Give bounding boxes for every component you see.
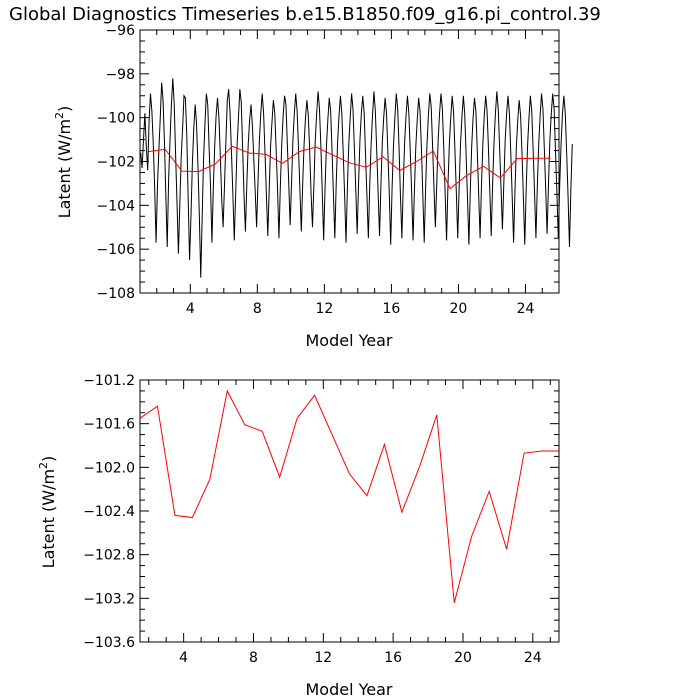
bottom-y-axis-label-sup: 2 bbox=[37, 462, 50, 469]
top-panel: Latent (W/m2) Model Year 4 8 12 16 20 24 −108 −… bbox=[53, 23, 573, 350]
top-x-tick-label: 4 bbox=[186, 301, 195, 317]
bottom-x-tick-label: 16 bbox=[384, 650, 402, 666]
chart-title: Global Diagnostics Timeseries b.e15.B185… bbox=[9, 4, 601, 25]
top-x-axis-label: Model Year bbox=[306, 331, 393, 350]
top-y-tick-label: −102 bbox=[97, 155, 135, 171]
bottom-y-tick-label: −103.6 bbox=[83, 635, 135, 651]
bottom-plot-frame bbox=[139, 379, 560, 643]
bottom-y-tick-label: −101.2 bbox=[83, 373, 135, 389]
top-y-tick-label: −96 bbox=[105, 23, 135, 39]
top-x-tick-label: 8 bbox=[253, 301, 262, 317]
top-y-tick-label: −100 bbox=[97, 111, 135, 127]
bottom-x-tick-label: 24 bbox=[524, 650, 542, 666]
top-y-tick-label: −104 bbox=[97, 198, 136, 214]
top-y-tick-label: −106 bbox=[97, 242, 136, 258]
top-series-annual-line bbox=[148, 145, 551, 190]
top-series-monthly-line bbox=[140, 78, 573, 278]
top-y-axis-label-main: Latent (W/m bbox=[55, 119, 74, 218]
top-y-axis-label-sup: 2 bbox=[53, 112, 66, 119]
top-x-tick-label: 24 bbox=[517, 301, 535, 317]
bottom-x-tick-label: 8 bbox=[249, 650, 258, 666]
bottom-y-tick-label: −102.8 bbox=[83, 548, 135, 564]
top-plot-frame bbox=[139, 29, 560, 294]
top-y-axis-label: Latent (W/m2) bbox=[53, 106, 74, 219]
bottom-y-axis-label: Latent (W/m2) bbox=[37, 456, 58, 569]
bottom-y-tick-label: −103.2 bbox=[83, 591, 135, 607]
bottom-y-tick-label: −102.0 bbox=[83, 460, 135, 476]
bottom-y-tick-label: −101.6 bbox=[83, 417, 135, 433]
svg-text:Latent (W/m2): Latent (W/m2) bbox=[53, 106, 74, 219]
top-x-tick-label: 12 bbox=[315, 301, 333, 317]
bottom-y-axis-label-tail: ) bbox=[39, 456, 58, 462]
top-x-tick-label: 16 bbox=[382, 301, 400, 317]
bottom-series-annual-line bbox=[139, 389, 559, 603]
bottom-y-axis-label-main: Latent (W/m bbox=[39, 469, 58, 568]
svg-text:Latent (W/m2): Latent (W/m2) bbox=[37, 456, 58, 569]
top-y-axis-label-tail: ) bbox=[55, 106, 74, 112]
bottom-y-tick-label: −102.4 bbox=[83, 504, 135, 520]
top-x-tick-label: 20 bbox=[450, 301, 468, 317]
bottom-x-tick-label: 20 bbox=[454, 650, 472, 666]
bottom-panel: Latent (W/m2) Model Year 4 8 12 16 20 24 −103.… bbox=[37, 373, 560, 699]
top-y-tick-label: −98 bbox=[105, 67, 135, 83]
bottom-x-tick-label: 12 bbox=[314, 650, 332, 666]
bottom-x-tick-label: 4 bbox=[179, 650, 188, 666]
bottom-x-axis-label: Model Year bbox=[306, 680, 393, 699]
top-y-tick-label: −108 bbox=[97, 286, 135, 302]
